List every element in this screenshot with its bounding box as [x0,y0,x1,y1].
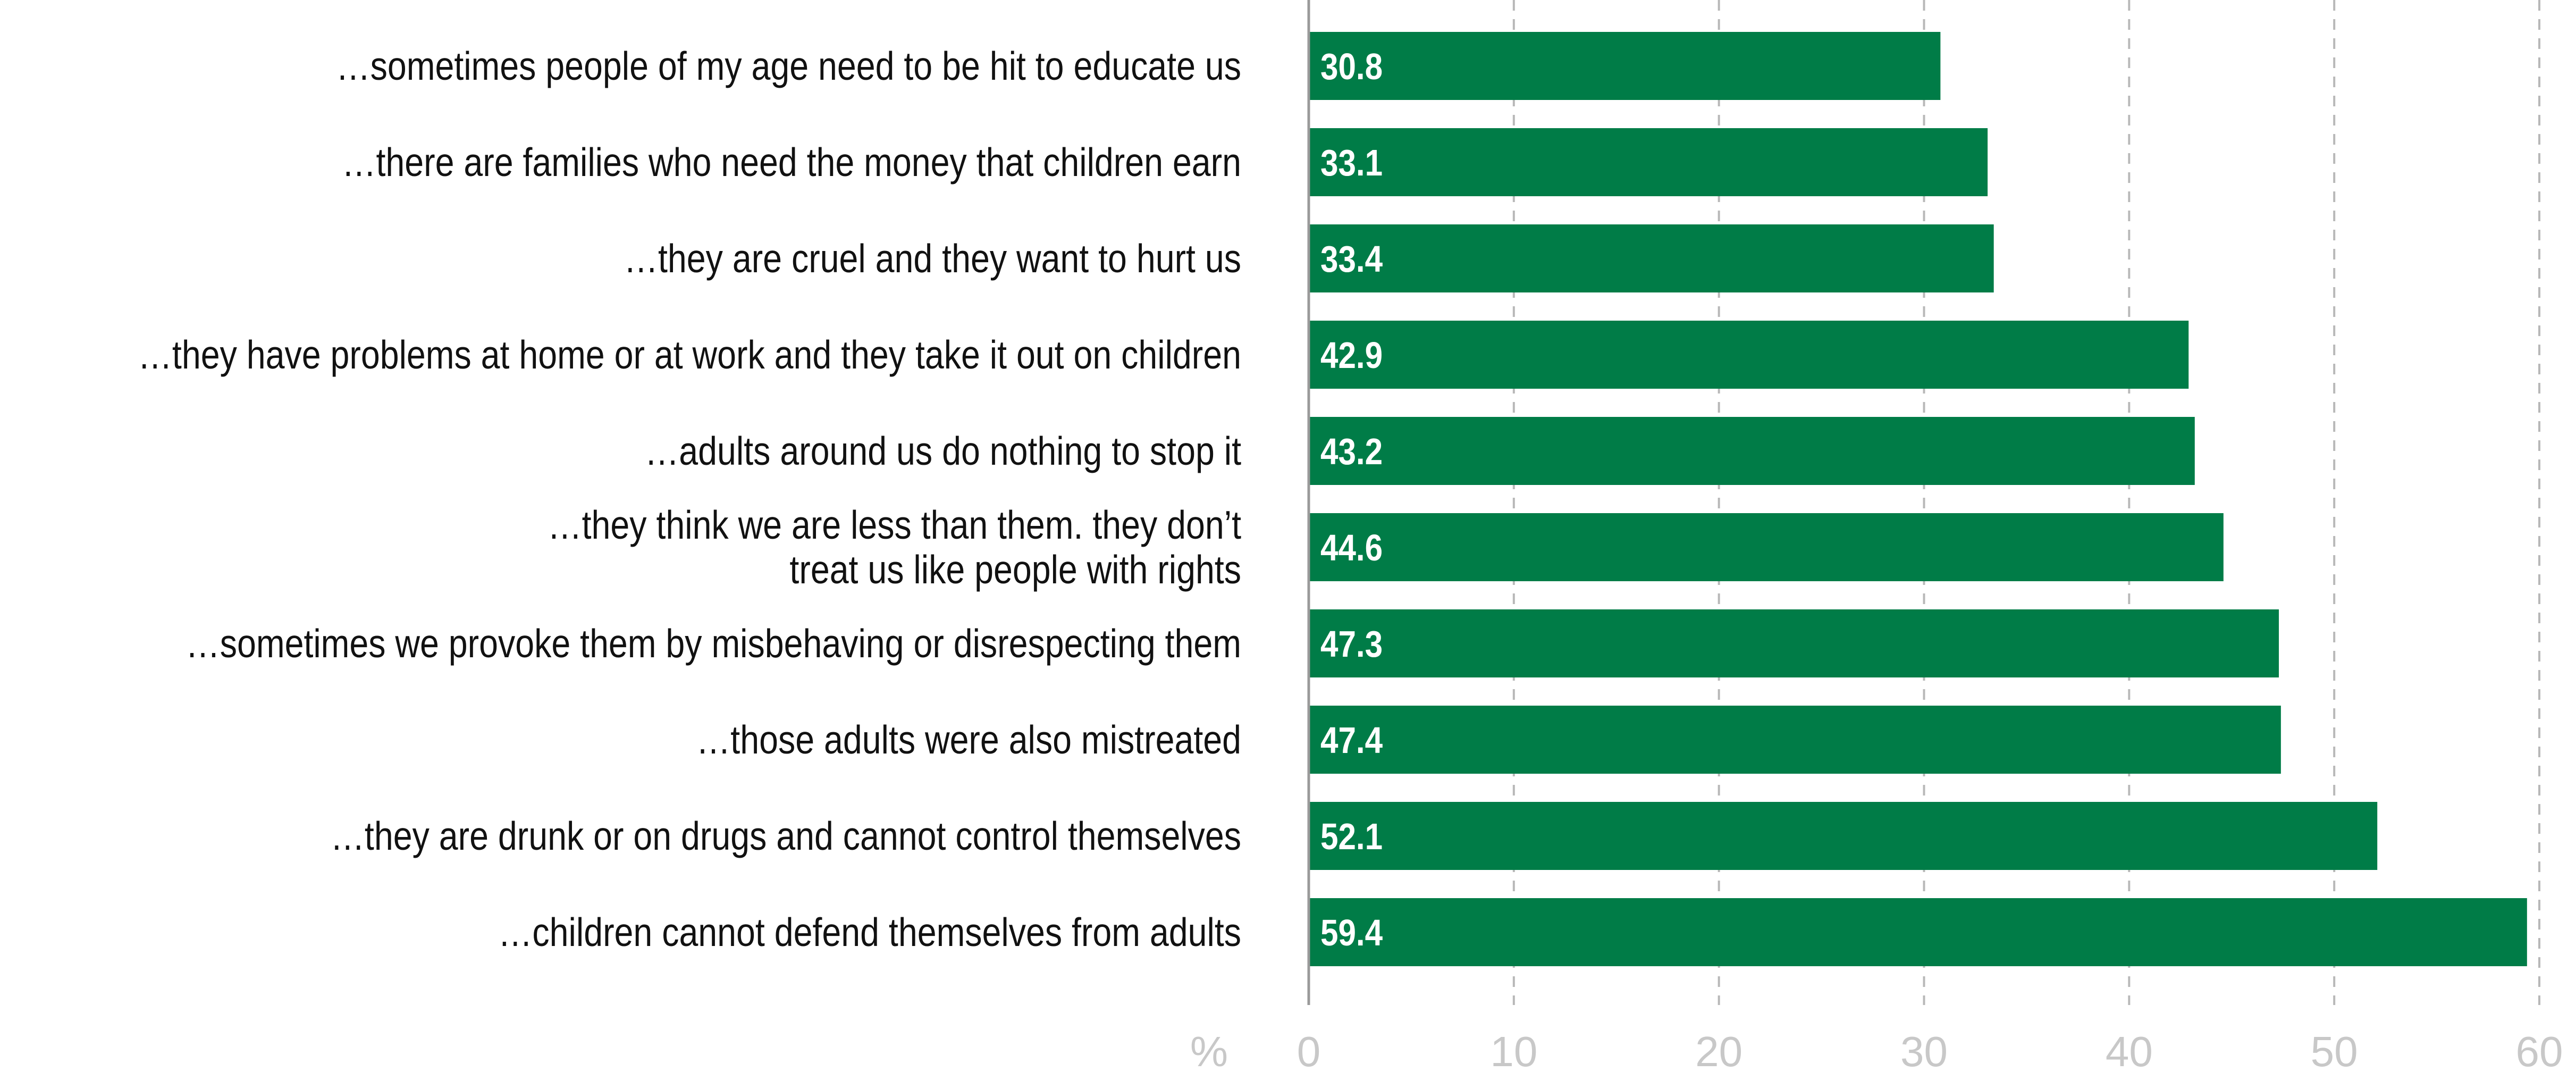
x-tick-label-20: 20 [1695,1028,1742,1075]
value-label-8: 47.4 [1320,719,1383,761]
value-labels: 30.8 33.1 33.4 42.9 43.2 44.6 47.3 47.4 52.1 59.4 [1320,46,1383,953]
bar-7 [1309,609,2279,677]
bar-8 [1309,706,2281,774]
value-label-5: 43.2 [1320,431,1383,472]
bars [1309,32,2527,966]
category-label-7: …sometimes we provoke them by misbehavin… [186,621,1241,666]
category-label-5: …adults around us do nothing to stop it [645,429,1241,473]
value-label-4: 42.9 [1320,334,1383,376]
value-label-3: 33.4 [1320,238,1383,280]
category-labels: …sometimes people of my age need to be h… [138,44,1241,955]
value-label-6: 44.6 [1320,527,1383,568]
category-label-2: …there are families who need the money t… [342,140,1241,185]
value-label-2: 33.1 [1320,142,1383,183]
x-tick-label-30: 30 [1900,1028,1948,1075]
value-label-9: 52.1 [1320,816,1383,857]
category-label-6-line-1: …they think we are less than them. they … [548,503,1241,547]
x-tick-label-10: 10 [1490,1028,1537,1075]
x-tick-label-0: 0 [1297,1028,1321,1075]
category-label-9: …they are drunk or on drugs and cannot c… [330,814,1241,858]
category-label-10: …children cannot defend themselves from … [498,910,1241,955]
bar-10 [1309,898,2527,966]
bar-4 [1309,321,2189,389]
category-label-1: …sometimes people of my age need to be h… [336,44,1241,88]
bar-6 [1309,513,2224,581]
bar-1 [1309,32,1941,100]
category-label-3: …they are cruel and they want to hurt us [624,236,1241,281]
bar-5 [1309,417,2195,485]
bar-2 [1309,128,1988,196]
x-tick-label-40: 40 [2106,1028,2153,1075]
x-axis: 0 10 20 30 40 50 60% [1190,0,2563,1075]
category-label-4: …they have problems at home or at work a… [138,332,1241,377]
bar-3 [1309,224,1994,292]
category-label-6-line-2: treat us like people with rights [789,547,1241,592]
value-label-10: 59.4 [1320,912,1383,953]
category-label-8: …those adults were also mistreated [696,717,1241,762]
x-tick-label-60: 60 [2516,1028,2563,1075]
bar-9 [1309,802,2378,870]
grid-lines [1512,0,2540,1005]
x-tick-label-50: 50 [2311,1028,2358,1075]
value-label-7: 47.3 [1320,623,1383,665]
x-axis-unit-label: % [1190,1028,1228,1075]
value-label-1: 30.8 [1320,46,1383,87]
